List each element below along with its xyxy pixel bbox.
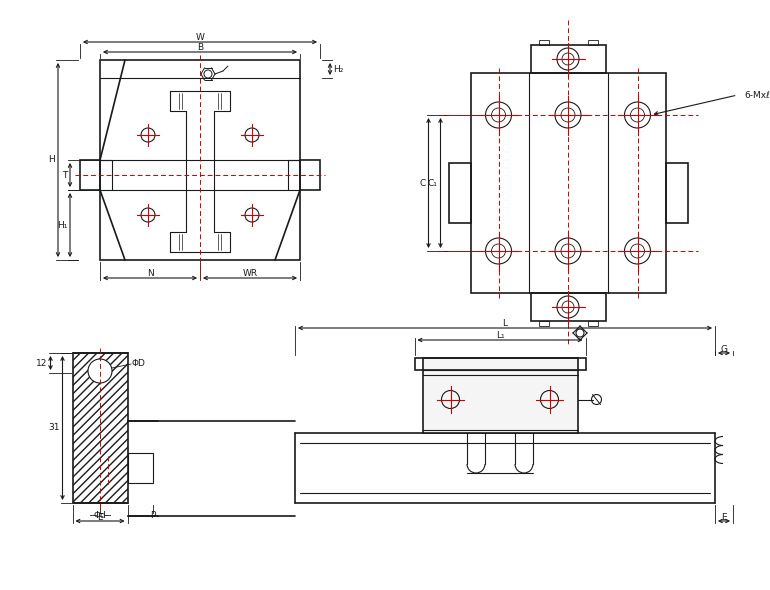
Text: C₁: C₁ xyxy=(427,179,437,188)
Text: L: L xyxy=(503,320,507,329)
Bar xyxy=(531,293,605,321)
Bar xyxy=(414,358,585,370)
Text: 31: 31 xyxy=(48,424,59,432)
Text: H: H xyxy=(49,156,55,165)
Text: H₂: H₂ xyxy=(333,64,343,74)
Circle shape xyxy=(88,359,112,383)
Text: WR: WR xyxy=(243,270,257,278)
Bar xyxy=(100,60,300,260)
Bar xyxy=(588,40,598,45)
Bar xyxy=(128,453,152,483)
Bar xyxy=(300,160,320,190)
Text: E: E xyxy=(721,513,727,522)
Bar xyxy=(80,160,100,190)
Text: T: T xyxy=(62,171,67,179)
Bar xyxy=(665,163,688,223)
Text: 6-Mxℓ: 6-Mxℓ xyxy=(745,90,770,100)
Bar xyxy=(538,321,548,326)
Bar xyxy=(448,163,470,223)
Bar xyxy=(423,358,578,433)
Bar xyxy=(538,40,548,45)
Text: Φd: Φd xyxy=(94,510,106,520)
Text: P: P xyxy=(150,510,156,520)
Text: G: G xyxy=(721,345,728,353)
Text: 12: 12 xyxy=(36,359,48,368)
Text: W: W xyxy=(196,34,205,42)
Text: E: E xyxy=(97,513,103,522)
Bar xyxy=(470,73,665,293)
Text: H₁: H₁ xyxy=(57,221,67,230)
Bar xyxy=(588,321,598,326)
Text: B: B xyxy=(197,44,203,53)
Text: C: C xyxy=(419,179,426,188)
Bar xyxy=(531,45,605,73)
Text: ΦD: ΦD xyxy=(132,359,146,368)
Text: L₁: L₁ xyxy=(496,332,504,340)
Bar xyxy=(72,353,128,503)
Text: N: N xyxy=(146,270,153,278)
